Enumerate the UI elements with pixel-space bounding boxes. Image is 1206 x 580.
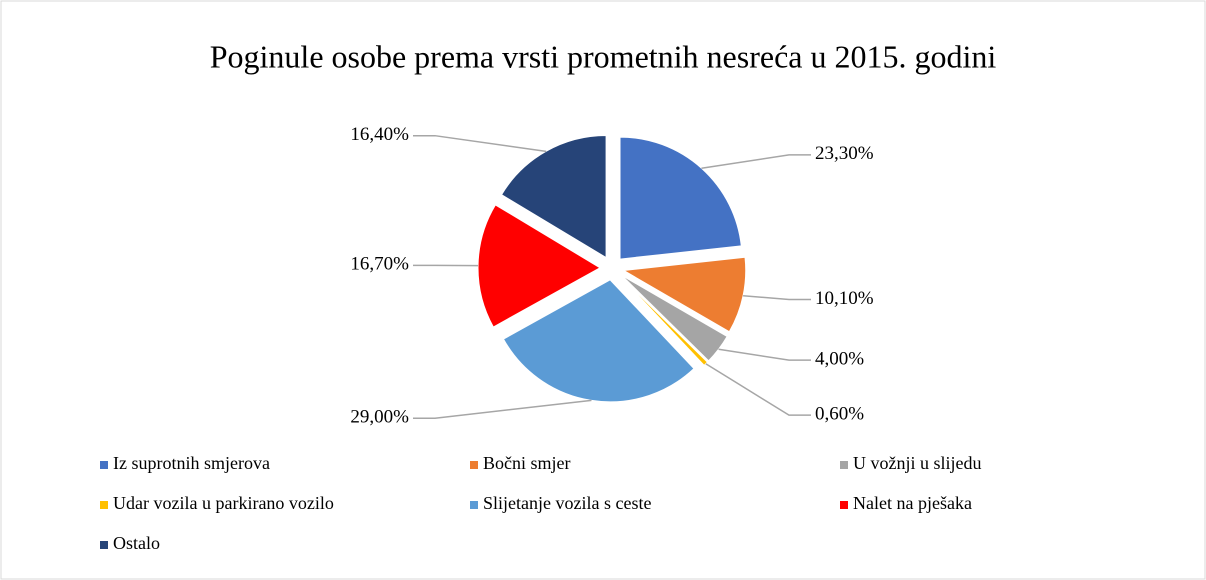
pie-slice [619,136,742,260]
pie-slice [621,274,728,362]
legend-label: Ostalo [113,533,160,553]
data-label: 4,00% [815,348,864,369]
legend-label: U vožnji u slijedu [853,453,982,473]
pie-slice [502,279,695,403]
legend-label: Bočni smjer [483,453,571,473]
data-label: 16,40% [350,124,409,145]
legend-swatch [840,461,848,469]
legend-label: Udar vozila u parkirano vozilo [113,493,334,513]
legend-swatch [840,501,848,509]
data-label: 29,00% [350,407,409,428]
legend-swatch [470,461,478,469]
legend-label: Iz suprotnih smjerova [113,453,270,473]
data-label: 16,70% [350,254,409,275]
data-label: 23,30% [815,143,874,164]
data-label: 10,10% [815,288,874,309]
legend-swatch [100,501,108,509]
legend-swatch [470,501,478,509]
legend-label: Nalet na pješaka [853,493,972,513]
legend-label: Slijetanje vozila s ceste [483,493,651,513]
pie-slice [500,135,607,259]
leader-line [743,295,811,301]
leader-line [718,348,811,361]
data-label: 0,60% [815,403,864,424]
leader-line [701,154,811,170]
pie-slice [622,256,747,333]
leader-line [413,399,592,419]
leader-line [413,134,547,153]
leader-line [705,363,811,416]
legend-swatch [100,541,108,549]
legend-swatch [100,461,108,469]
chart-title: Poginule osobe prema vrsti prometnih nes… [210,38,997,74]
